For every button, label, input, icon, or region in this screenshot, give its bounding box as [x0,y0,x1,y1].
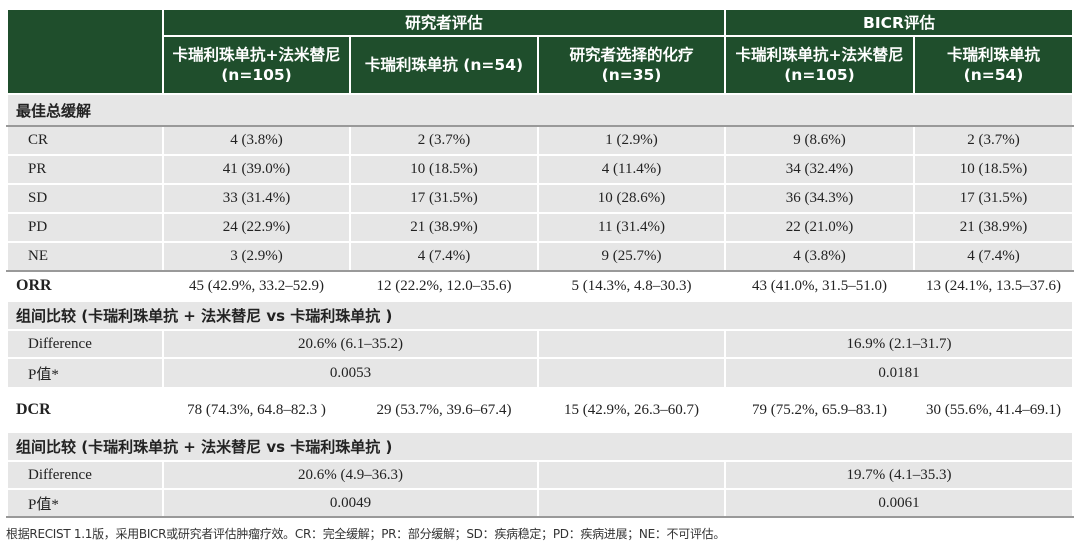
efficacy-table: 研究者评估 BICR评估 卡瑞利珠单抗+法米替尼 (n=105) 卡瑞利珠单抗 … [6,8,1074,518]
bicr-group-header: BICR评估 [724,8,1074,37]
cell: 0.0053 [162,357,539,389]
cell: 79 (75.2%, 65.9–83.1) [724,387,915,433]
cell: 0.0181 [724,357,1074,389]
cell: 13 (24.1%, 13.5–37.6) [913,270,1074,302]
cell: 11 (31.4%) [537,212,726,243]
response-row: NE 3 (2.9%) 4 (7.4%) 9 (25.7%) 4 (3.8%) 4 (7.… [6,241,1074,272]
cell: 10 (18.5%) [913,154,1074,185]
cell: 20.6% (6.1–35.2) [162,329,539,359]
cell: 9 (25.7%) [537,241,726,272]
cell: 21 (38.9%) [349,212,539,243]
row-label: P值* [6,357,164,389]
col-header: 研究者选择的化疗 (n=35) [537,35,726,95]
cell: 16.9% (2.1–31.7) [724,329,1074,359]
cell: 45 (42.9%, 33.2–52.9) [162,270,351,302]
cell: 10 (28.6%) [537,183,726,214]
row-label: PD [6,212,164,243]
cell: 4 (11.4%) [537,154,726,185]
row-label: NE [6,241,164,272]
cell: 9 (8.6%) [724,125,915,156]
section-dcr-compare: 组间比较 (卡瑞利珠单抗 + 法米替尼 vs 卡瑞利珠单抗 ) [6,431,1074,462]
response-row: PR 41 (39.0%) 10 (18.5%) 4 (11.4%) 34 (32.4%… [6,154,1074,185]
cell: 15 (42.9%, 26.3–60.7) [537,387,726,433]
empty-cell [537,357,726,389]
response-row: SD 33 (31.4%) 17 (31.5%) 10 (28.6%) 36 (34.3… [6,183,1074,214]
cell: 41 (39.0%) [162,154,351,185]
orr-row: ORR 45 (42.9%, 33.2–52.9) 12 (22.2%, 12.… [6,270,1074,302]
cell: 0.0049 [162,488,539,518]
cell: 5 (14.3%, 4.8–30.3) [537,270,726,302]
cell: 29 (53.7%, 39.6–67.4) [349,387,539,433]
col-header: 卡瑞利珠单抗+法米替尼 (n=105) [162,35,351,95]
row-label: Difference [6,329,164,359]
cell: 0.0061 [724,488,1074,518]
cell: 4 (3.8%) [162,125,351,156]
investigator-group-header: 研究者评估 [162,8,726,37]
cell: 20.6% (4.9–36.3) [162,460,539,490]
cell: 10 (18.5%) [349,154,539,185]
section-orr-compare: 组间比较 (卡瑞利珠单抗 + 法米替尼 vs 卡瑞利珠单抗 ) [6,300,1074,331]
col-header: 卡瑞利珠单抗 (n=54) [349,35,539,95]
cell: 36 (34.3%) [724,183,915,214]
dcr-row: DCR 78 (74.3%, 64.8–82.3 ) 29 (53.7%, 39… [6,387,1074,433]
row-label: SD [6,183,164,214]
cell: 34 (32.4%) [724,154,915,185]
cell: 17 (31.5%) [913,183,1074,214]
cell: 12 (22.2%, 12.0–35.6) [349,270,539,302]
col-header: 卡瑞利珠单抗 (n=54) [913,35,1074,95]
cell: 30 (55.6%, 41.4–69.1) [913,387,1074,433]
empty-cell [537,488,726,518]
row-label: P值* [6,488,164,518]
section-best-response: 最佳总缓解 [6,93,1074,127]
cell: 21 (38.9%) [913,212,1074,243]
response-row: CR 4 (3.8%) 2 (3.7%) 1 (2.9%) 9 (8.6%) 2 (3.7… [6,125,1074,156]
cell: 4 (7.4%) [349,241,539,272]
empty-cell [537,460,726,490]
cell: 4 (7.4%) [913,241,1074,272]
row-label: PR [6,154,164,185]
row-label: CR [6,125,164,156]
col-header: 卡瑞利珠单抗+法米替尼 (n=105) [724,35,915,95]
cell: 3 (2.9%) [162,241,351,272]
cell: 78 (74.3%, 64.8–82.3 ) [162,387,351,433]
row-label: ORR [6,270,164,302]
response-row: PD 24 (22.9%) 21 (38.9%) 11 (31.4%) 22 (21.0… [6,212,1074,243]
row-label: Difference [6,460,164,490]
cell: 22 (21.0%) [724,212,915,243]
cell: 17 (31.5%) [349,183,539,214]
empty-cell [537,329,726,359]
cell: 2 (3.7%) [913,125,1074,156]
cell: 4 (3.8%) [724,241,915,272]
cell: 24 (22.9%) [162,212,351,243]
cell: 19.7% (4.1–35.3) [724,460,1074,490]
cell: 33 (31.4%) [162,183,351,214]
cell: 43 (41.0%, 31.5–51.0) [724,270,915,302]
corner-cell [6,8,164,95]
cell: 2 (3.7%) [349,125,539,156]
cell: 1 (2.9%) [537,125,726,156]
row-label: DCR [6,387,164,433]
footnote: 根据RECIST 1.1版，采用BICR或研究者评估肿瘤疗效。CR：完全缓解；P… [6,527,726,541]
